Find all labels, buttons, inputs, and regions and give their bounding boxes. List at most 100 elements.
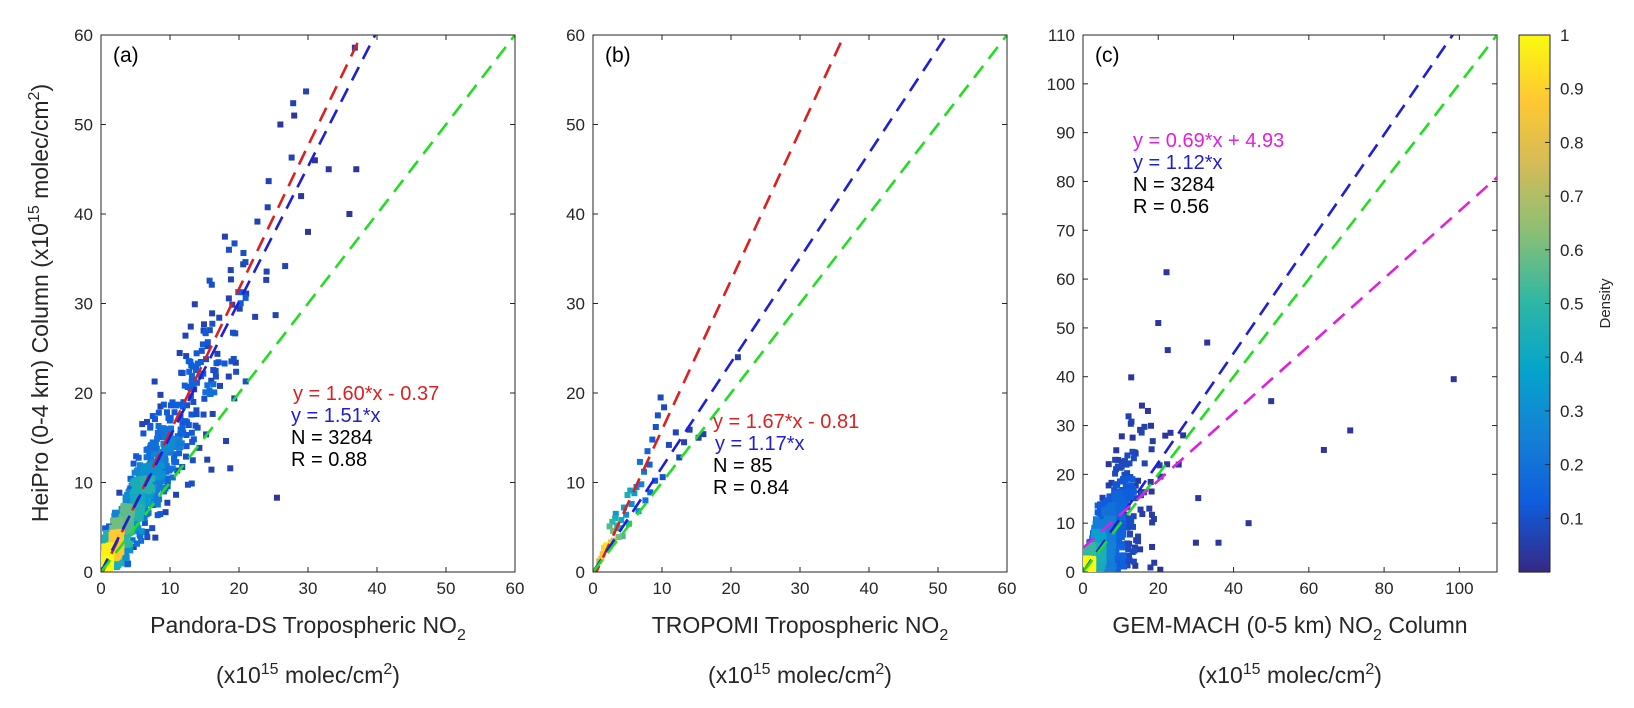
colorbar-swatch — [1519, 554, 1550, 560]
y-tick-label: 50 — [1056, 319, 1075, 338]
colorbar-swatch — [1519, 509, 1550, 515]
data-point — [126, 494, 133, 501]
data-point — [142, 475, 149, 482]
data-point — [263, 276, 270, 283]
data-point — [158, 470, 165, 477]
data-point — [700, 431, 707, 438]
y-tick-label: 60 — [74, 26, 93, 45]
data-point — [161, 434, 168, 441]
colorbar-swatch — [1519, 196, 1550, 202]
data-point — [282, 263, 289, 270]
data-point — [1108, 503, 1115, 510]
data-point — [652, 477, 659, 484]
data-point — [1167, 429, 1174, 436]
data-point — [1132, 495, 1139, 502]
y-tick-label: 40 — [1056, 368, 1075, 387]
data-point — [116, 521, 123, 528]
colorbar-swatch — [1519, 442, 1550, 448]
y-tick-label: 30 — [566, 295, 585, 314]
data-point — [207, 390, 214, 397]
stat-annotation: N = 3284 — [291, 427, 373, 449]
data-point — [1096, 507, 1103, 514]
data-point — [1105, 539, 1112, 546]
data-point — [1130, 488, 1137, 495]
data-point — [1113, 490, 1120, 497]
colorbar-swatch — [1519, 460, 1550, 466]
data-point — [1112, 470, 1119, 477]
data-point — [1132, 482, 1139, 489]
data-point — [1130, 485, 1137, 492]
data-point — [167, 466, 174, 473]
data-point — [1101, 518, 1108, 525]
data-point — [1148, 488, 1155, 495]
data-point — [649, 436, 656, 443]
colorbar-tick-label: 0.1 — [1560, 509, 1584, 528]
data-point — [1149, 543, 1156, 550]
data-point — [173, 459, 180, 466]
data-point — [120, 553, 127, 560]
data-point — [1148, 422, 1155, 429]
data-point — [174, 401, 181, 408]
data-point — [1108, 524, 1115, 531]
axis-ticks: 0 10 20 30 40 50 60 0 10 20 30 40 50 60 — [74, 26, 524, 598]
data-point — [111, 512, 118, 519]
colorbar-swatch — [1519, 102, 1550, 108]
data-point — [1099, 551, 1106, 558]
data-point — [125, 489, 132, 496]
data-point — [243, 290, 250, 297]
data-point — [1112, 495, 1119, 502]
data-point — [188, 480, 195, 487]
colorbar-swatch — [1519, 182, 1550, 188]
data-point — [264, 204, 271, 211]
data-point — [204, 339, 211, 346]
data-point — [130, 543, 137, 550]
data-point — [117, 538, 124, 545]
data-point — [1320, 446, 1327, 453]
data-point — [612, 515, 619, 522]
data-point — [1084, 557, 1091, 564]
data-point — [134, 503, 141, 510]
data-point — [609, 518, 616, 525]
data-point — [1146, 505, 1153, 512]
data-point — [116, 489, 123, 496]
data-point — [129, 492, 136, 499]
data-point — [118, 532, 125, 539]
data-point — [311, 157, 318, 164]
data-point — [182, 418, 189, 425]
colorbar-swatch — [1519, 57, 1550, 63]
y-tick-label: 50 — [74, 116, 93, 135]
data-point — [1156, 462, 1163, 469]
data-point — [1115, 563, 1122, 570]
data-point — [290, 100, 297, 107]
stat-annotation: y = 1.12*x — [1133, 152, 1223, 174]
data-point — [204, 382, 211, 389]
data-point — [1119, 514, 1126, 521]
colorbar-swatch — [1519, 486, 1550, 493]
data-point — [1131, 547, 1138, 554]
colorbar-swatch — [1519, 254, 1550, 260]
data-point — [102, 525, 109, 532]
data-point — [161, 444, 168, 451]
data-point — [612, 510, 619, 517]
colorbar-swatch — [1519, 285, 1550, 291]
data-point — [665, 441, 672, 448]
data-point — [1215, 539, 1222, 546]
data-point — [190, 398, 197, 405]
y-tick-label: 30 — [1056, 417, 1075, 436]
data-point — [144, 446, 151, 453]
data-point — [212, 373, 219, 380]
data-point — [225, 246, 232, 253]
y-tick-label: 40 — [74, 205, 93, 224]
colorbar-swatch — [1519, 567, 1550, 573]
data-point — [1192, 539, 1199, 546]
y-tick-label: 20 — [566, 384, 585, 403]
colorbar-swatch — [1519, 348, 1550, 354]
data-point — [206, 327, 213, 334]
fit-line-2 — [593, 35, 949, 572]
data-point — [1138, 402, 1145, 409]
colorbar-swatch — [1519, 316, 1550, 322]
data-point — [209, 410, 216, 417]
data-point — [1097, 536, 1104, 543]
data-point — [1122, 490, 1129, 497]
data-point — [676, 454, 683, 461]
